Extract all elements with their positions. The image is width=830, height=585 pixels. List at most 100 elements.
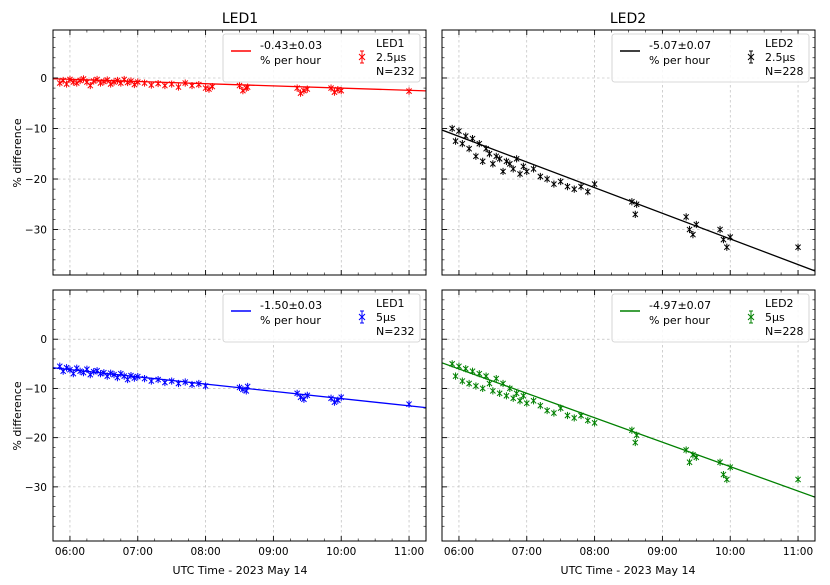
legend-marker-handle xyxy=(358,50,366,64)
data-point xyxy=(331,88,338,96)
data-point xyxy=(632,438,639,447)
panel-led2-5us: 06:00 07:00 08:00 09:00 10:00 11:00 -4.97±0.07… xyxy=(441,289,816,558)
x-tick-label: 09:00 xyxy=(258,546,288,558)
data-point xyxy=(195,80,202,89)
data-point xyxy=(449,124,456,133)
data-point xyxy=(466,379,473,388)
data-point xyxy=(686,225,693,234)
scatter-points xyxy=(56,75,412,97)
data-point xyxy=(452,137,459,145)
x-tick-label: 07:00 xyxy=(512,546,542,558)
x-tick-label: 09:00 xyxy=(647,546,677,558)
x-tick-label: 11:00 xyxy=(783,546,813,558)
data-point xyxy=(591,419,598,427)
data-point xyxy=(520,392,527,400)
x-tick-label: 10:00 xyxy=(715,546,745,558)
legend-slope-text: -5.07±0.07 xyxy=(649,39,711,52)
data-point xyxy=(523,167,530,176)
fit-line xyxy=(442,129,815,272)
legend-unit-text: % per hour xyxy=(649,314,710,327)
data-point xyxy=(121,75,128,84)
data-point xyxy=(486,150,493,158)
y-tick-label: 0 xyxy=(40,334,47,346)
legend-box xyxy=(611,33,810,83)
scatter-points xyxy=(449,124,801,251)
data-point xyxy=(175,83,182,91)
data-point xyxy=(406,87,412,95)
data-point xyxy=(479,157,486,165)
data-point xyxy=(496,155,503,163)
y-tick-label: −20 xyxy=(25,433,47,445)
data-point xyxy=(489,160,496,168)
data-point xyxy=(520,162,527,170)
x-tick-label: 06:00 xyxy=(444,546,474,558)
legend-led-text: LED1 xyxy=(376,297,405,310)
data-point xyxy=(517,170,523,178)
data-point xyxy=(297,89,304,97)
data-point xyxy=(168,80,175,88)
data-point xyxy=(472,152,479,160)
data-point xyxy=(202,84,209,92)
data-point xyxy=(300,87,307,95)
legend-marker-handle xyxy=(747,310,755,324)
y-tick-label: 0 xyxy=(40,73,47,85)
data-point xyxy=(683,213,690,221)
legend-led-text: LED2 xyxy=(765,297,794,310)
data-point xyxy=(63,80,70,88)
data-point xyxy=(489,387,496,395)
data-point xyxy=(459,140,466,148)
data-point xyxy=(117,370,124,378)
data-point xyxy=(564,411,571,420)
legend-unit-text: % per hour xyxy=(649,54,710,67)
data-point xyxy=(56,79,63,87)
legend-width-text: 2.5μs xyxy=(376,51,406,64)
data-point xyxy=(486,379,493,388)
data-point xyxy=(686,458,693,466)
data-point xyxy=(584,188,591,196)
legend-led-text: LED2 xyxy=(765,37,794,50)
data-point xyxy=(523,399,530,407)
panel-title-led1: LED1 xyxy=(222,11,258,27)
data-point xyxy=(239,87,246,95)
data-point xyxy=(723,243,730,251)
legend-unit-text: % per hour xyxy=(260,54,321,67)
data-point xyxy=(466,145,473,153)
data-point xyxy=(584,416,591,425)
x-tick-label: 10:00 xyxy=(326,546,356,558)
data-point xyxy=(510,165,517,173)
y-axis-label-top: % difference xyxy=(11,118,24,187)
legend-width-text: 5μs xyxy=(765,311,785,324)
data-point xyxy=(503,157,510,165)
data-point xyxy=(506,160,513,168)
legend-width-text: 2.5μs xyxy=(765,51,795,64)
data-point xyxy=(503,392,510,400)
fit-line xyxy=(53,78,426,92)
legend-marker-handle xyxy=(358,310,366,324)
legend-n-text: N=228 xyxy=(765,325,803,338)
legend-unit-text: % per hour xyxy=(260,314,321,327)
data-point xyxy=(571,414,578,422)
data-point xyxy=(97,370,104,378)
data-point xyxy=(632,210,639,218)
data-point xyxy=(87,81,94,90)
x-tick-label: 06:00 xyxy=(55,546,85,558)
data-point xyxy=(107,80,114,88)
y-axis-label-bottom: % difference xyxy=(11,381,24,450)
x-tick-label: 07:00 xyxy=(123,546,153,558)
data-point xyxy=(550,180,557,188)
legend-box xyxy=(222,293,421,343)
data-point xyxy=(510,394,517,402)
y-tick-label: −10 xyxy=(25,124,47,136)
legend-n-text: N=232 xyxy=(376,65,414,78)
data-point xyxy=(406,400,412,408)
y-tick-label: −20 xyxy=(25,174,47,186)
data-point xyxy=(70,370,77,378)
data-point xyxy=(591,180,598,188)
data-point xyxy=(537,402,544,410)
data-point xyxy=(141,79,148,87)
scatter-points xyxy=(449,360,801,484)
y-tick-label: −30 xyxy=(25,482,47,494)
